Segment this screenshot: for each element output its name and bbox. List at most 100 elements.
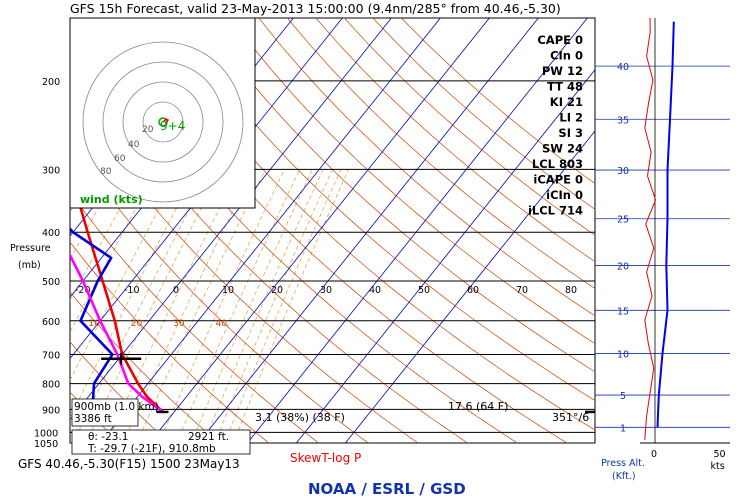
index-label: CAPE 0: [537, 33, 583, 47]
pressure-tick-label: 300: [42, 165, 60, 176]
index-label: KI 21: [550, 95, 583, 109]
pressure-tick-label: 400: [42, 228, 60, 239]
wind-readout: 351°/6: [552, 411, 589, 424]
alt-axis-label: Press Alt.: [601, 458, 645, 469]
isotherm: [198, 18, 539, 443]
temp-tick-label: 0: [173, 285, 179, 296]
hodo-ring-label: 60: [114, 154, 126, 164]
temp-tick-label: 10: [222, 285, 234, 296]
index-label: LI 2: [559, 111, 583, 125]
wind-direction-trace: [644, 17, 657, 441]
altitude-tick-label: 20: [617, 261, 629, 272]
alt-axis-unit: (Kft.): [612, 471, 636, 482]
index-label: TT 48: [547, 80, 583, 94]
pressure-tick-label: 1000: [34, 428, 58, 439]
index-label: SI 3: [558, 126, 583, 140]
index-label: SW 24: [542, 142, 583, 156]
index-label: iCIn 0: [546, 188, 583, 202]
altitude-tick-label: 25: [617, 215, 629, 226]
temperature-readout: 17.6 (64 F): [448, 400, 508, 413]
wind-unit-label: kts: [711, 461, 725, 472]
mixing-ratio-line: [233, 169, 349, 443]
height-readout: 2921 ft.: [188, 431, 229, 443]
altitude-tick-label: 5: [620, 391, 626, 402]
isotherm: [149, 18, 490, 443]
pressure-tick-label: 900: [42, 405, 60, 416]
theta-readout: θ: -23.1: [88, 431, 128, 443]
mixing-ratio-line: [203, 169, 324, 443]
mixing-ratio-label: 2: [15, 428, 20, 437]
wind-tick-label: 0: [651, 449, 657, 460]
footer-credit: NOAA / ESRL / GSD: [308, 480, 466, 498]
mixing-ratio-label: 4: [60, 428, 65, 437]
temperature-profile: [70, 44, 164, 413]
wind-tick-label: 50: [714, 449, 726, 460]
temp-tick-label: 60: [467, 285, 479, 296]
isotherm: [100, 18, 441, 443]
pressure-tick-label: 200: [42, 77, 60, 88]
altitude-tick-label: 15: [617, 306, 629, 317]
parcel-profile: [70, 252, 164, 413]
mixing-ratio-line: [70, 169, 76, 179]
mixing-ratio-label: 0.1: [34, 97, 48, 107]
pressure-tick-label: 700: [42, 350, 60, 361]
dewpoint-readout: 3.1 (38%) (38 F): [255, 411, 345, 424]
pressure-tick-label: 500: [42, 277, 60, 288]
hodo-ring-label: 40: [128, 140, 140, 150]
mixing-ratio-line: [136, 169, 266, 443]
hodo-ring-label: 80: [100, 167, 112, 177]
dry-adiabat-label: 30: [173, 319, 185, 329]
temp-tick-label: -10: [124, 285, 140, 296]
altitude-tick-label: 1: [620, 423, 626, 434]
chart-title: GFS 15h Forecast, valid 23-May-2013 15:0…: [70, 1, 561, 16]
temp-tick-label: -20: [75, 285, 91, 296]
hodo-ring-label: 20: [142, 125, 154, 135]
index-label: LCL 803: [532, 157, 583, 171]
temp-tick-label: 30: [320, 285, 332, 296]
surface-level-label: 900mb (1.0 km): [74, 401, 159, 413]
mixing-ratio-label: 1.5: [0, 428, 10, 437]
index-label: CIn 0: [550, 49, 583, 63]
temp-readout: T: -29.7 (-21F), 910.8mb: [87, 443, 216, 455]
mixing-ratio-line: [70, 169, 181, 382]
altitude-tick-label: 35: [617, 115, 629, 126]
index-label: iCAPE 0: [533, 173, 583, 187]
temp-tick-label: 50: [418, 285, 430, 296]
altitude-tick-label: 10: [617, 350, 629, 361]
surface-height-ft: 3386 ft: [74, 413, 112, 425]
pressure-tick-label: 600: [42, 317, 60, 328]
dry-adiabat-label: 10: [88, 319, 100, 329]
hodo-marker-label: 9+4: [160, 119, 185, 133]
dry-adiabat-label: -10: [4, 319, 19, 329]
pressure-tick-label: 800: [42, 380, 60, 391]
pressure-axis-unit: (mb): [18, 260, 41, 271]
altitude-tick-label: 30: [617, 166, 629, 177]
index-label: PW 12: [542, 64, 583, 78]
dewpoint-profile: [70, 226, 114, 412]
surface-info: 900mb (1.0 km) 3386 ft θ: -23.1 2921 ft.…: [71, 398, 589, 455]
wind-panel: 4035302520151051050100kts: [595, 17, 730, 472]
footer-chart-type: SkewT-log P: [290, 451, 361, 465]
hodograph: 20 40 60 80 9+4 wind (kts): [69, 17, 256, 209]
mixing-ratio-line: [0, 169, 43, 443]
index-label: iLCL 714: [528, 204, 583, 218]
temp-tick-label: 20: [271, 285, 283, 296]
isotherm: [345, 130, 595, 443]
mixing-ratio-line: [190, 169, 313, 443]
footer-station: GFS 40.46,-5.30(F15) 1500 23May13: [18, 457, 240, 471]
dry-adiabat: [0, 18, 21, 443]
pressure-tick-label: 1050: [34, 439, 58, 450]
mixing-ratio-line: [0, 169, 14, 443]
isotherm: [70, 18, 392, 421]
dry-adiabat-label: 20: [131, 319, 143, 329]
isotherm: [70, 18, 343, 360]
mixing-ratio-line: [158, 169, 285, 443]
wind-speed-profile: [656, 21, 675, 428]
temp-tick-label: 40: [369, 285, 381, 296]
isotherm: [247, 18, 588, 443]
temp-tick-label: 80: [565, 285, 577, 296]
altitude-tick-label: 40: [617, 62, 629, 73]
pressure-axis-label: Pressure: [10, 243, 51, 254]
